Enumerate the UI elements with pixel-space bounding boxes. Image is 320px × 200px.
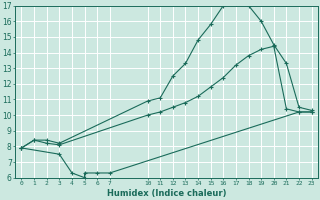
X-axis label: Humidex (Indice chaleur): Humidex (Indice chaleur) [107, 189, 226, 198]
